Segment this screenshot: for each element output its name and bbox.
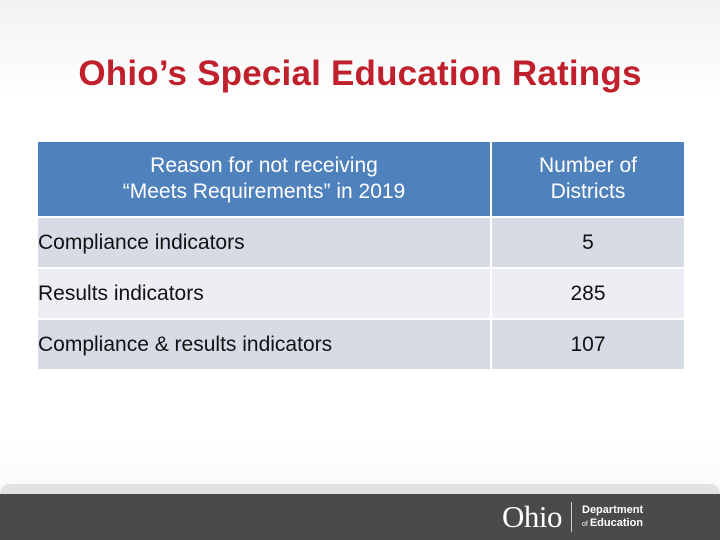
header-reason: Reason for not receiving “Meets Requirem…: [36, 140, 492, 218]
header-count-line-1: Number of: [538, 154, 638, 177]
footer-edge: [0, 484, 720, 496]
table-row: Compliance & results indicators 107: [36, 318, 686, 371]
row-count: 107: [490, 318, 686, 371]
ohio-department-of-education-logo: Ohio Department of Education: [502, 500, 643, 534]
table-header-row: Reason for not receiving “Meets Requirem…: [36, 140, 686, 218]
logo-education: Education: [589, 516, 644, 529]
logo-divider: [571, 502, 572, 532]
logo-text: Department of Education: [582, 504, 643, 531]
header-reason-line-2: “Meets Requirements” in 2019: [122, 180, 406, 203]
row-reason: Compliance & results indicators: [36, 318, 492, 371]
table-row: Compliance indicators 5: [36, 216, 686, 269]
logo-ohio-wordmark: Ohio: [502, 499, 563, 534]
row-count: 5: [490, 216, 686, 269]
row-count: 285: [490, 267, 686, 320]
header-count: Number of Districts: [490, 140, 686, 218]
header-reason-line-1: Reason for not receiving: [150, 154, 378, 177]
ratings-table: Reason for not receiving “Meets Requirem…: [36, 140, 686, 371]
logo-department: Department: [582, 503, 644, 516]
table-row: Results indicators 285: [36, 267, 686, 320]
logo-of: of: [582, 520, 588, 528]
slide-title: Ohio’s Special Education Ratings: [78, 54, 642, 93]
footer-bar: [0, 494, 720, 540]
logo-education-line: of Education: [582, 517, 643, 531]
header-count-line-2: Districts: [550, 180, 626, 203]
row-reason: Compliance indicators: [36, 216, 492, 269]
row-reason: Results indicators: [36, 267, 492, 320]
